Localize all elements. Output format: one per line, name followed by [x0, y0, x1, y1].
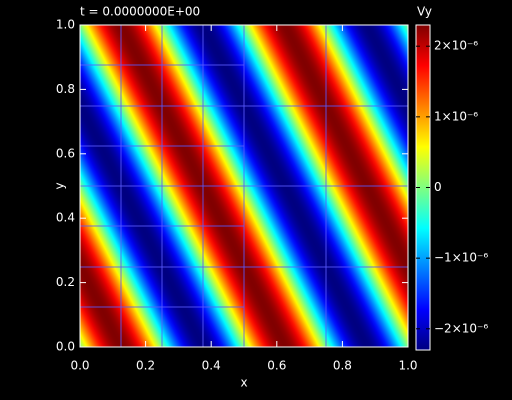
colorbar-tick-label: 1×10⁻⁶ [434, 109, 478, 123]
x-tick-label: 0.4 [202, 359, 221, 373]
y-tick-label: 0.6 [56, 146, 75, 160]
mesh-grid [80, 25, 408, 347]
plot-frame [79, 24, 409, 348]
x-tick-label: 1.0 [398, 359, 417, 373]
x-axis-label: x [240, 376, 247, 390]
chart-title: t = 0.0000000E+00 [80, 5, 200, 19]
y-tick-label: 0.2 [56, 275, 75, 289]
y-tick-label: 1.0 [56, 18, 75, 32]
colorbar-tick-label: −2×10⁻⁶ [434, 321, 488, 335]
y-tick-label: 0.4 [56, 211, 75, 225]
y-axis-label: y [53, 182, 67, 189]
x-tick-label: 0.6 [267, 359, 286, 373]
colorbar-tick-label: 2×10⁻⁶ [434, 39, 478, 53]
x-tick-label: 0.0 [70, 359, 89, 373]
colorbar-tick-label: 0 [434, 180, 442, 194]
colorbar-tick-label: −1×10⁻⁶ [434, 251, 488, 265]
x-tick-label: 0.8 [333, 359, 352, 373]
y-tick-label: 0.0 [56, 340, 75, 354]
x-tick-label: 0.2 [136, 359, 155, 373]
y-tick-label: 0.8 [56, 82, 75, 96]
colorbar-label: Vy [417, 5, 432, 19]
